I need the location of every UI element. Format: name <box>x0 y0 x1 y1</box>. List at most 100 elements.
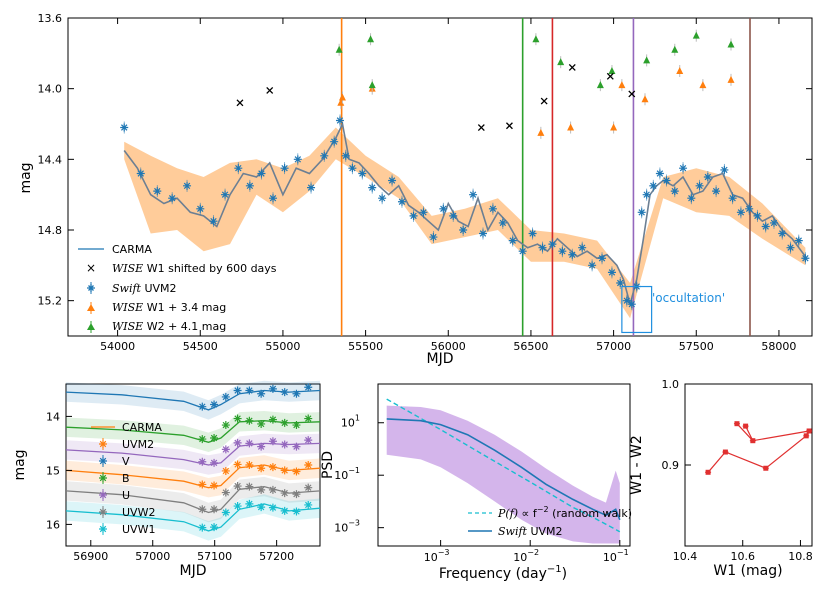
inset1-legend-uvw1-marker <box>99 525 107 533</box>
w2-point <box>596 81 604 89</box>
legend-uvm2-marker <box>87 282 95 294</box>
psd-y-label: PSD <box>320 451 336 479</box>
inset1-legend-v-marker <box>99 457 107 465</box>
psd-y-tick-label: 101 <box>341 414 360 430</box>
w2-point <box>727 40 735 48</box>
uvm2-point <box>670 187 679 196</box>
inset1-point-uvw2 <box>292 490 301 499</box>
wise-shifted-point <box>266 86 274 94</box>
wise-shifted-point <box>236 99 244 107</box>
uvm2-point <box>245 181 254 190</box>
w1-point <box>567 123 575 131</box>
main-lightcurve-panel: 'occultation' 54000 54500 55000 55500 56000 5… <box>18 12 813 367</box>
psd-y-tick-label: 10−3 <box>334 519 360 535</box>
main-y-label: mag <box>18 162 34 193</box>
wise-shifted-point <box>606 72 614 80</box>
uvm2-point <box>429 233 438 242</box>
uvm2-point <box>720 165 729 174</box>
inset1-point-uvw2 <box>280 489 289 498</box>
psd-lines <box>386 398 621 533</box>
uvm2-point <box>712 187 721 196</box>
w1-points <box>337 65 735 139</box>
main-y-ticks: 13.6 14.0 14.4 14.8 15.2 <box>38 12 812 308</box>
inset1-legend-v-label: V <box>122 455 130 468</box>
inset1-point-uvm2 <box>221 392 230 401</box>
inset1-legend-uvw2-label: UVW2 <box>122 506 155 519</box>
inset1-x-label: MJD <box>180 563 207 579</box>
occultation-rect <box>621 285 653 334</box>
inset1-point-b <box>268 437 277 446</box>
inset1-point-uvw2 <box>257 485 266 494</box>
wise-shifted-point <box>477 124 485 131</box>
uvm2-point <box>761 222 770 231</box>
psd-x-tick-exp: −3 <box>438 548 450 557</box>
main-y-tick-label: 14.8 <box>38 224 63 237</box>
inset1-point-b <box>221 445 230 454</box>
uvm2-point <box>578 243 587 252</box>
uvm2-point <box>449 211 458 220</box>
legend-wise-shift-rest: W1 shifted by 600 days <box>143 262 277 275</box>
inset1-point-u <box>198 480 207 489</box>
uvm2-point <box>548 240 557 249</box>
inset1-x-ticks: 56900 57000 57100 57200 <box>73 540 294 563</box>
uvm2-point <box>655 169 664 178</box>
cm-point <box>722 449 728 455</box>
legend-wise-shift-marker: × <box>86 261 96 275</box>
main-y-tick-label: 14.0 <box>38 83 63 96</box>
uvm2-point <box>269 194 278 203</box>
inset1-line-uvw2 <box>65 485 321 514</box>
main-x-tick-label: 54000 <box>100 340 135 353</box>
cm-y-ticks: 0.9 1.0 <box>662 378 691 472</box>
carma-uncertainty-band <box>124 127 806 319</box>
psd-x-label-text: Frequency (day <box>439 566 547 582</box>
w2-point <box>643 56 651 64</box>
psd-legend-uvm2-rest: UVM2 <box>527 525 563 538</box>
psd-x-tick-exp: −1 <box>617 548 629 557</box>
inset1-point-b <box>292 442 301 451</box>
legend-w1-marker <box>87 302 95 314</box>
uvm2-point <box>388 176 397 185</box>
inset1-y-tick-label: 16 <box>46 518 60 531</box>
inset1-point-uvw2 <box>304 483 313 492</box>
inset1-point-u <box>292 467 301 476</box>
inset1-band-uvw2 <box>66 476 320 523</box>
w2-point <box>671 45 679 53</box>
inset1-point-v <box>245 416 254 425</box>
color-magnitude-panel: 10.4 10.6 10.8 0.9 1.0 W1 (mag) W1 - W2 <box>629 378 813 579</box>
inset1-point-b <box>304 436 313 445</box>
cm-path-main <box>707 430 811 473</box>
uvm2-point <box>568 250 577 259</box>
uvm2-point <box>662 176 671 185</box>
legend-w2-marker <box>87 321 95 333</box>
cm-y-label: W1 - W2 <box>629 435 645 494</box>
cm-point <box>743 423 749 429</box>
uvm2-point <box>409 211 418 220</box>
inset1-legend-uvw2-marker <box>99 508 107 516</box>
uvm2-point <box>234 164 243 173</box>
inset1-point-uvw1 <box>280 506 289 515</box>
uvm2-point <box>196 204 205 213</box>
inset1-legend-uvm2-label: UVM2 <box>122 438 154 451</box>
occultation-box <box>621 285 653 334</box>
main-x-tick-label: 55000 <box>265 340 300 353</box>
legend-w2-italic: WISE <box>112 320 143 333</box>
inset1-point-b <box>257 442 266 451</box>
inset1-point-v <box>233 414 242 423</box>
psd-uvm2-line <box>386 418 621 521</box>
inset1-legend-uvm2-marker <box>99 440 107 448</box>
inset1-x-tick-label: 56900 <box>73 550 108 563</box>
cm-point <box>806 428 812 434</box>
legend-uvm2-label: Swift UVM2 <box>112 282 177 295</box>
inset1-line-uvw1 <box>65 503 321 532</box>
inset1-legend-carma-label: CARMA <box>122 421 162 434</box>
inset1-point-u <box>304 461 313 469</box>
psd-y-tick-label: 10−1 <box>334 466 360 482</box>
uvm2-point <box>307 183 316 192</box>
legend-w2-label: WISE W2 + 4.1 mag <box>112 320 226 333</box>
carma-curve-line <box>123 121 807 308</box>
uvm2-point <box>368 183 377 192</box>
uvm2-point <box>598 254 607 263</box>
psd-x-ticks: 10−3 10−2 10−1 <box>424 540 629 564</box>
main-x-tick-label: 58000 <box>761 340 796 353</box>
inset1-y-tick-label: 14 <box>46 410 60 423</box>
